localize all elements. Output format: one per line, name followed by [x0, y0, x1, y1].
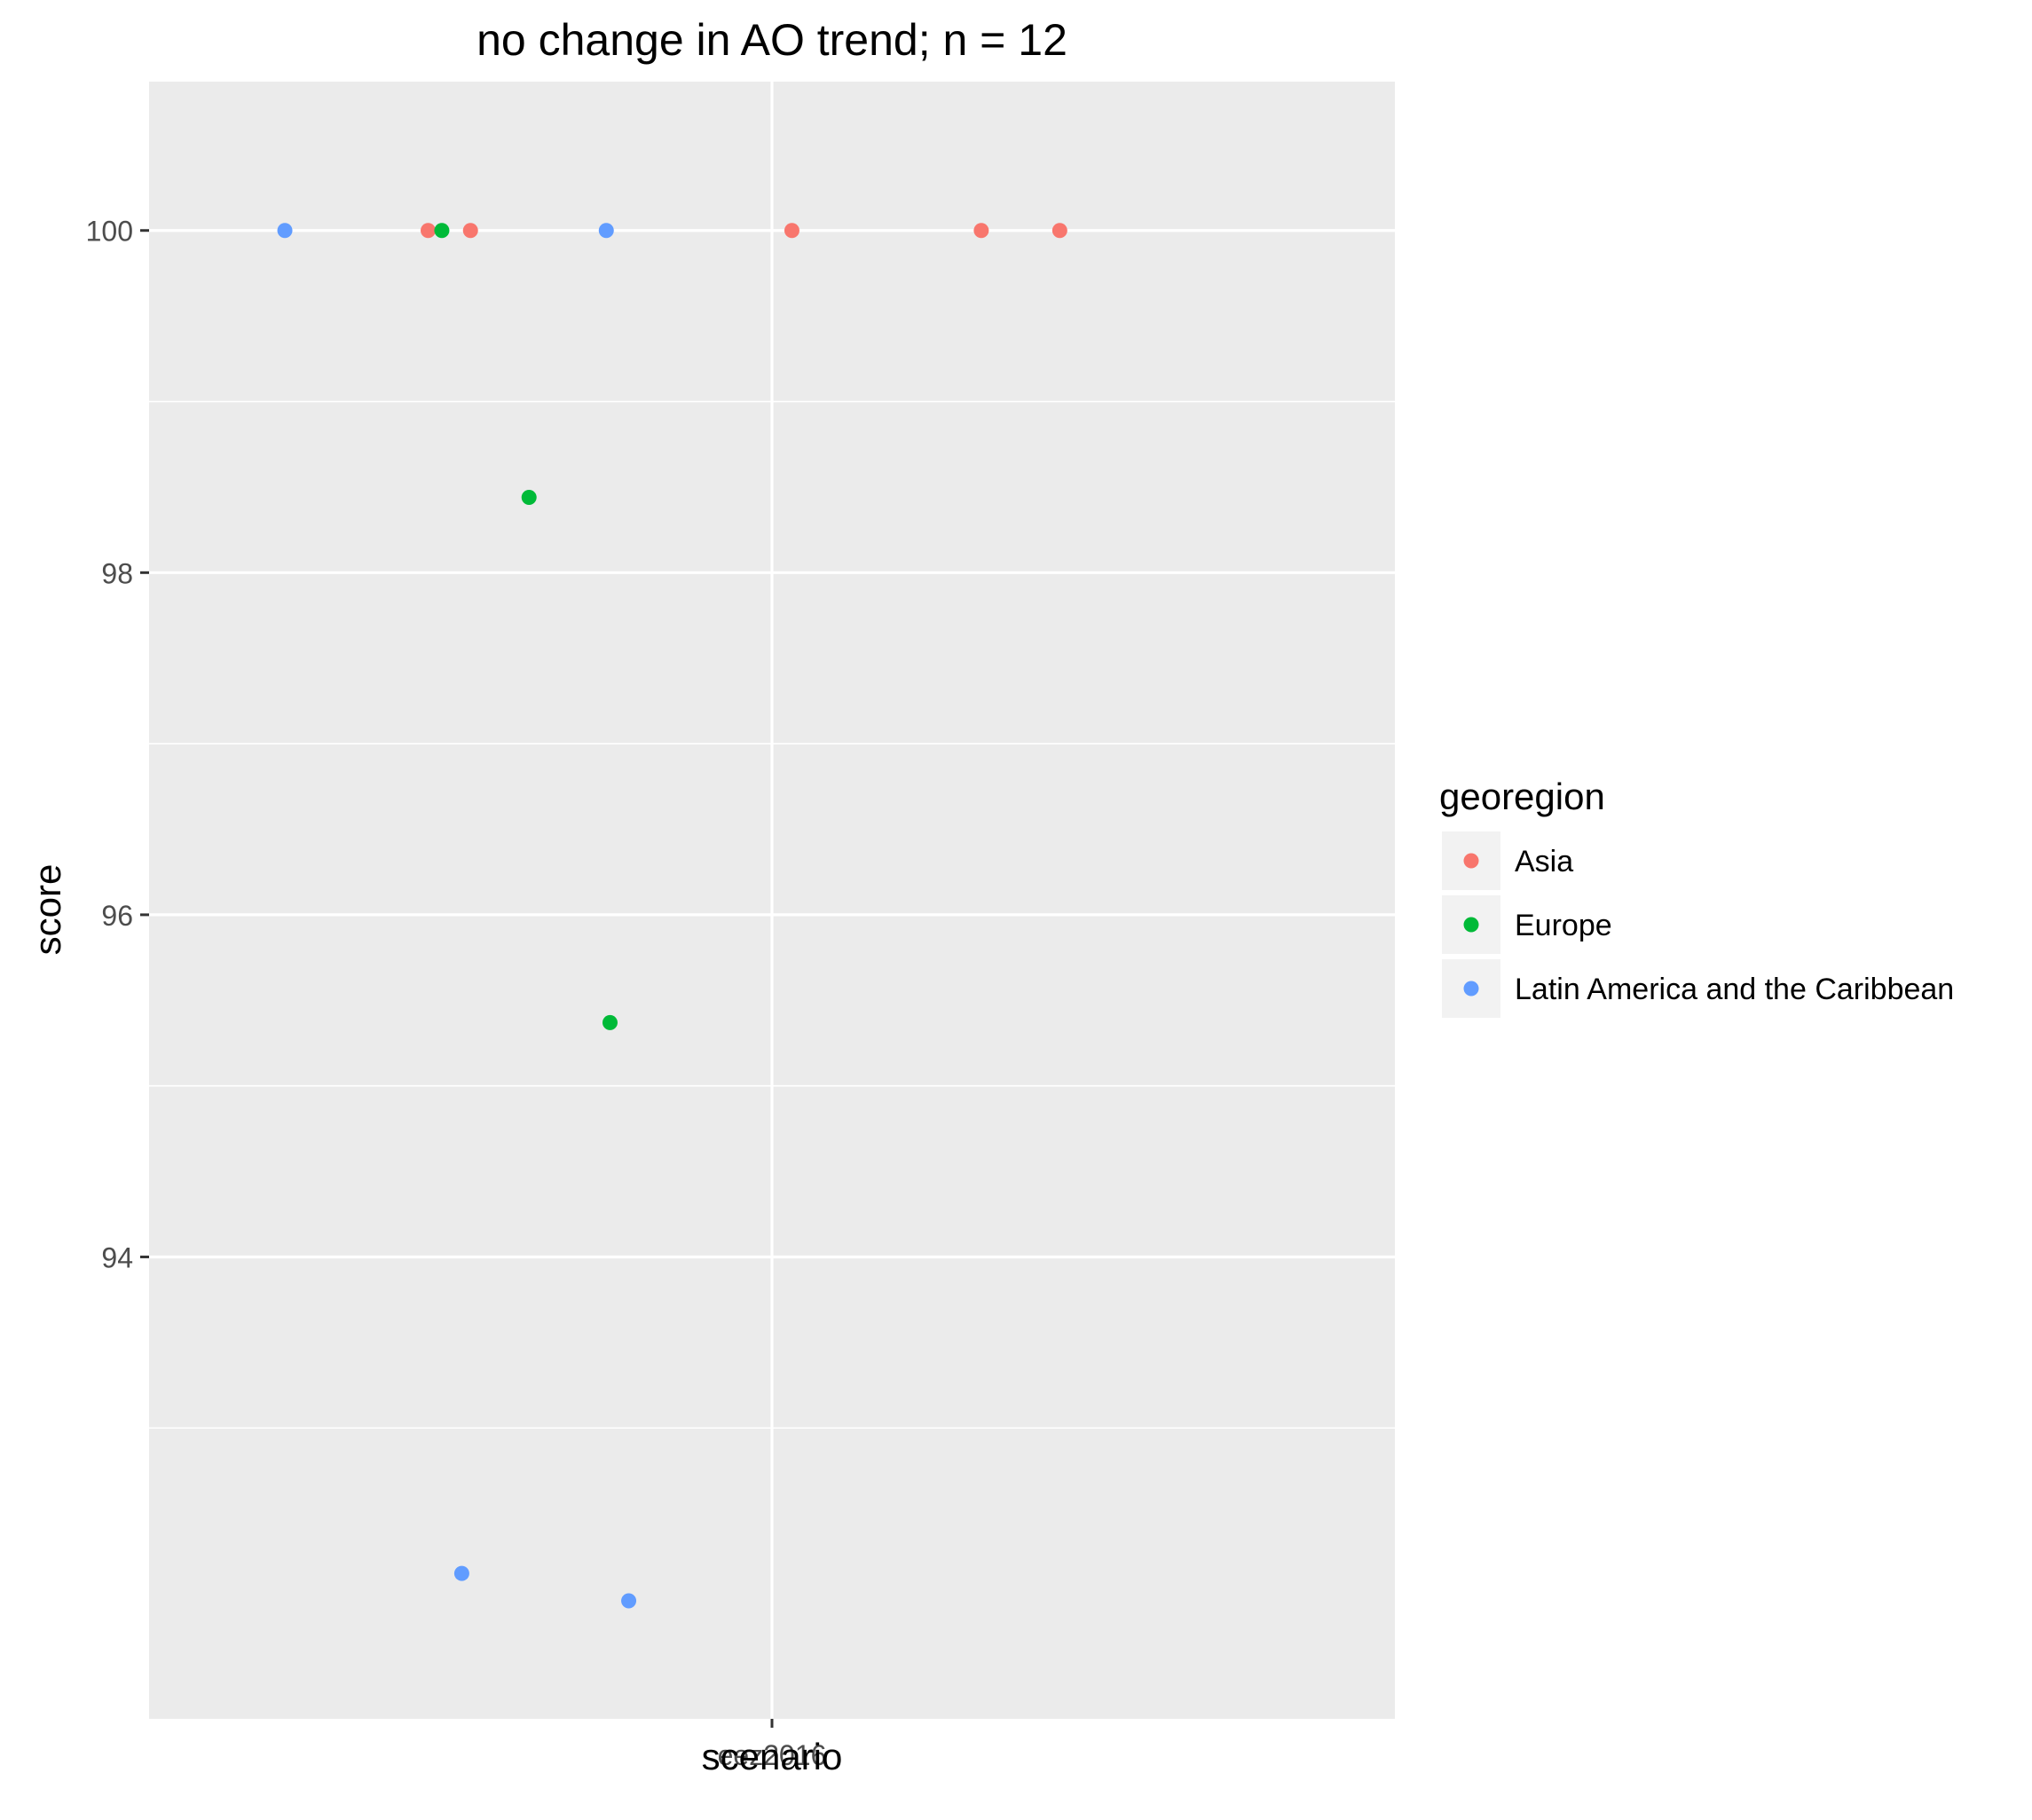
data-point — [420, 223, 436, 239]
x-axis-label: scenario — [702, 1736, 843, 1777]
data-point — [1051, 223, 1067, 239]
y-axis-label: score — [27, 864, 68, 956]
legend-swatch — [1463, 853, 1479, 869]
chart-title: no change in AO trend; n = 12 — [476, 15, 1067, 65]
legend-label: Latin America and the Caribbean — [1515, 973, 1954, 1006]
data-point — [462, 223, 478, 239]
legend-label: Asia — [1515, 845, 1573, 878]
data-point — [973, 223, 989, 239]
data-point — [521, 489, 537, 505]
y-tick-label: 100 — [86, 216, 133, 248]
data-point — [434, 223, 450, 239]
legend-label: Europe — [1515, 909, 1612, 942]
legend-swatch — [1463, 981, 1479, 997]
legend-swatch — [1463, 917, 1479, 933]
data-point — [598, 223, 614, 239]
data-point — [621, 1593, 637, 1609]
y-tick-label: 94 — [101, 1241, 133, 1273]
legend-title: georegion — [1439, 776, 1605, 817]
data-point — [784, 223, 799, 239]
data-point — [602, 1014, 618, 1030]
data-point — [277, 223, 293, 239]
data-point — [453, 1565, 469, 1581]
y-tick-label: 98 — [101, 557, 133, 589]
y-tick-label: 96 — [101, 900, 133, 932]
x-tick-label: eez2016 — [718, 1739, 827, 1771]
